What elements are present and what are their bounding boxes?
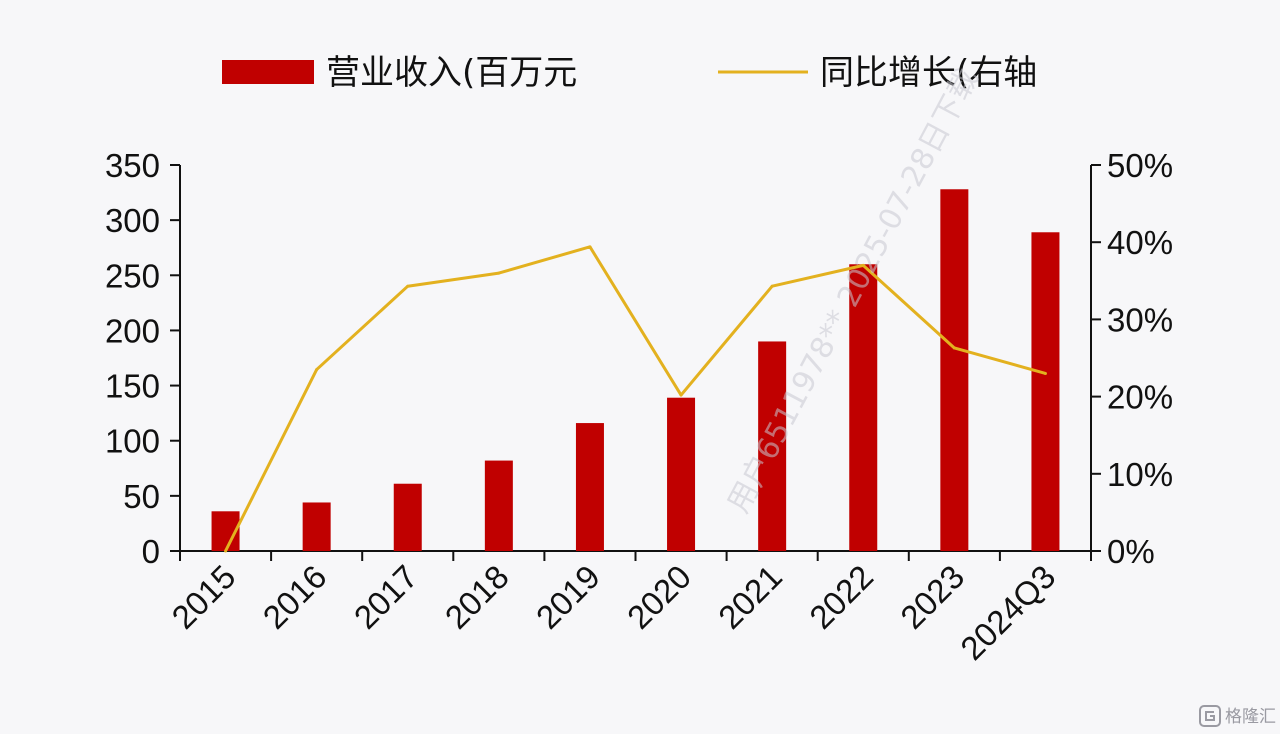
growth-point (315, 368, 319, 372)
legend-bar-label: 营业收入(百万元 (326, 53, 577, 93)
growth-point (1043, 371, 1047, 375)
revenue-bar (667, 397, 696, 551)
left-y-tick-label: 0 (142, 533, 160, 570)
revenue-bar (484, 460, 513, 551)
ticks-layer: 0 50 100 150 200 250 300 350 0% 10% 20% 30% 40% 50% 20… (105, 147, 1173, 667)
legend: 营业收入(百万元 同比增长(右轴 (222, 53, 1037, 93)
legend-bar-swatch (222, 60, 314, 84)
x-tick-label: 2020 (620, 558, 698, 636)
x-tick-label: 2024Q3 (953, 558, 1062, 667)
x-tick-label: 2018 (438, 558, 516, 636)
left-y-tick-label: 350 (105, 147, 160, 184)
right-y-tick-label: 50% (1107, 147, 1173, 184)
revenue-bar (1031, 232, 1060, 551)
brand-logo-frame (1199, 705, 1221, 727)
growth-point (224, 549, 228, 553)
growth-point (588, 245, 592, 249)
legend-line-label: 同比增长(右轴 (820, 53, 1037, 93)
growth-point (406, 284, 410, 288)
growth-point (952, 346, 956, 350)
x-tick-label: 2016 (256, 558, 334, 636)
revenue-bar (302, 502, 331, 551)
bars-layer (211, 189, 1060, 551)
x-tick-label: 2015 (164, 558, 242, 636)
brand-badge: 格隆汇 (1199, 705, 1276, 727)
growth-point (770, 284, 774, 288)
revenue-bar (758, 341, 787, 551)
growth-line-layer (224, 245, 1047, 553)
x-tick-label: 2017 (347, 558, 425, 636)
growth-point (497, 271, 501, 275)
right-y-tick-label: 30% (1107, 301, 1173, 338)
right-y-tick-label: 10% (1107, 456, 1173, 493)
growth-line (224, 245, 1046, 552)
right-y-tick-label: 0% (1107, 533, 1155, 570)
revenue-bar (849, 264, 878, 551)
right-y-tick-label: 20% (1107, 379, 1173, 416)
revenue-bar (940, 189, 969, 551)
x-tick-label: 2023 (893, 558, 971, 636)
brand-logo-icon (1199, 705, 1221, 727)
left-y-tick-label: 300 (105, 202, 160, 239)
left-y-tick-label: 100 (105, 423, 160, 460)
x-tick-label: 2021 (711, 558, 789, 636)
growth-point (679, 393, 683, 397)
right-y-tick-label: 40% (1107, 224, 1173, 261)
left-y-tick-label: 50 (123, 478, 160, 515)
left-y-tick-label: 250 (105, 257, 160, 294)
brand-logo-glyph (1205, 711, 1215, 721)
revenue-bar (575, 423, 604, 551)
left-y-tick-label: 150 (105, 368, 160, 405)
growth-point (861, 263, 865, 267)
x-tick-label: 2022 (802, 558, 880, 636)
x-tick-label: 2019 (529, 558, 607, 636)
revenue-bar (393, 483, 422, 551)
axes-layer (170, 164, 1101, 561)
brand-text: 格隆汇 (1225, 707, 1276, 727)
left-y-tick-label: 200 (105, 312, 160, 349)
